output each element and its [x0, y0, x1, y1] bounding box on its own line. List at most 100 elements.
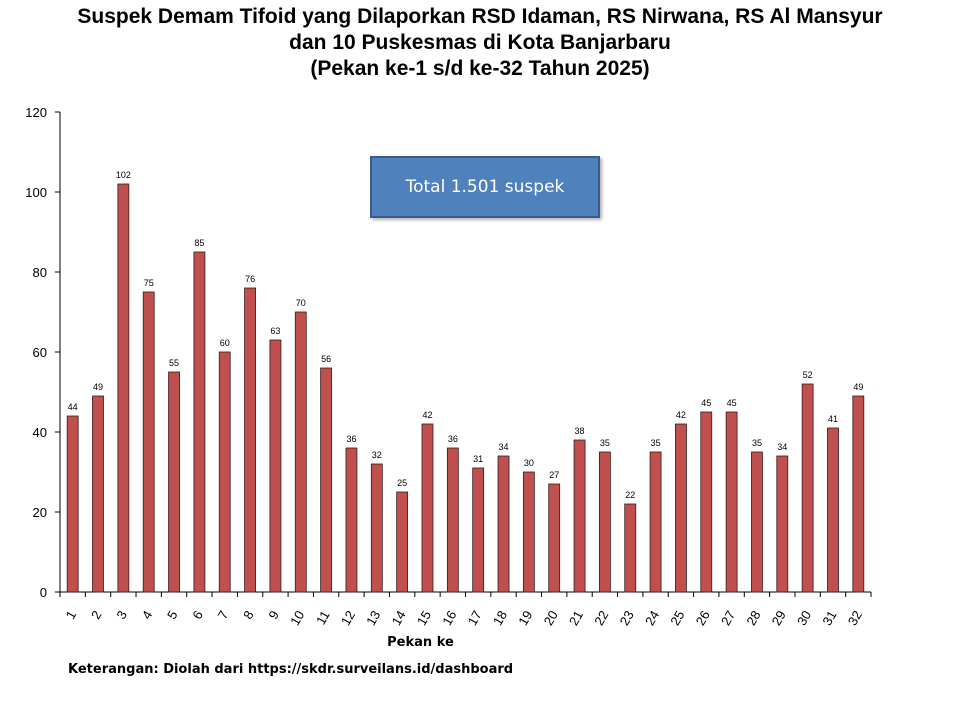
x-tick-label: 24 [642, 608, 662, 628]
x-tick-label: 11 [313, 608, 333, 627]
x-tick-label: 13 [363, 608, 383, 628]
bar [320, 367, 333, 593]
bar [700, 411, 713, 593]
data-label: 34 [777, 442, 787, 452]
y-tick-label: 40 [33, 425, 47, 440]
bar [142, 291, 155, 593]
bar [827, 427, 839, 593]
x-tick-label: 29 [769, 608, 789, 628]
data-label: 55 [169, 358, 179, 368]
x-tick-label: 5 [164, 608, 181, 622]
chart-title: Suspek Demam Tifoid yang Dilaporkan RSD … [0, 4, 960, 82]
data-label: 30 [524, 458, 534, 468]
x-tick-label: 2 [88, 608, 105, 622]
chart-title-line-2: dan 10 Puskesmas di Kota Banjarbaru [289, 31, 671, 54]
source-note: Keterangan: Diolah dari https://skdr.sur… [68, 662, 514, 677]
x-tick-label: 30 [794, 608, 814, 628]
x-tick-label: 15 [414, 608, 434, 628]
bar [117, 183, 130, 593]
data-label: 49 [93, 382, 103, 392]
y-tick-label: 60 [33, 345, 47, 360]
data-label: 31 [473, 454, 483, 464]
bar [294, 311, 307, 593]
bar [345, 447, 358, 593]
bar [548, 483, 561, 593]
data-label: 70 [296, 298, 306, 308]
bar [370, 463, 383, 593]
data-label: 56 [321, 354, 331, 364]
data-label: 42 [422, 410, 432, 420]
chart-title-line-3: (Pekan ke-1 s/d ke-32 Tahun 2025) [310, 57, 650, 80]
y-tick-label: 120 [25, 105, 47, 120]
bar [244, 287, 256, 593]
data-label: 25 [397, 478, 407, 488]
data-label: 35 [600, 438, 610, 448]
data-label: 42 [676, 410, 686, 420]
x-tick-label: 1 [63, 608, 80, 622]
bar [801, 383, 814, 593]
x-tick-label: 14 [389, 608, 409, 628]
x-tick-label: 17 [465, 608, 485, 628]
bar [269, 339, 282, 593]
x-tick-label: 10 [287, 608, 307, 628]
bar [446, 447, 459, 593]
x-tick-label: 31 [819, 608, 839, 628]
bar [66, 415, 79, 593]
bar [852, 395, 865, 593]
data-label: 75 [144, 278, 154, 288]
x-tick-label: 20 [541, 608, 561, 628]
x-tick-label: 25 [667, 608, 687, 628]
bar [751, 451, 763, 593]
data-label: 45 [727, 398, 737, 408]
data-label: 34 [499, 442, 509, 452]
data-label: 102 [116, 170, 131, 180]
x-axis-title: Pekan ke [387, 635, 454, 650]
x-tick-label: 7 [215, 608, 232, 622]
data-label: 36 [346, 434, 356, 444]
x-tick-label: 22 [591, 608, 611, 628]
x-tick-label: 27 [718, 608, 738, 628]
x-tick-label: 9 [265, 608, 282, 622]
data-label: 63 [270, 326, 280, 336]
data-label: 38 [575, 426, 585, 436]
x-tick-label: 16 [439, 608, 459, 628]
x-tick-label: 28 [743, 608, 763, 628]
x-tick-label: 21 [566, 608, 586, 628]
x-tick-label: 18 [490, 608, 510, 628]
bar [675, 423, 687, 593]
bar [598, 451, 611, 593]
data-label: 44 [68, 402, 78, 412]
data-label: 41 [828, 414, 838, 424]
x-tick-label: 6 [189, 608, 206, 622]
bar [725, 411, 738, 593]
x-tick-label: 12 [338, 608, 358, 628]
data-label: 35 [651, 438, 661, 448]
x-tick-label: 23 [617, 608, 637, 628]
y-tick-label: 100 [25, 185, 47, 200]
chart-title-line-1: Suspek Demam Tifoid yang Dilaporkan RSD … [77, 5, 883, 28]
bar [193, 251, 206, 593]
data-label: 52 [803, 370, 813, 380]
bar [776, 455, 789, 593]
data-label: 35 [752, 438, 762, 448]
bar [421, 423, 434, 593]
y-tick-label: 20 [33, 505, 47, 520]
bar [649, 451, 662, 593]
bar [92, 395, 104, 593]
bar [472, 467, 485, 593]
data-label: 49 [853, 382, 863, 392]
x-tick-label: 4 [139, 608, 156, 622]
data-label: 45 [701, 398, 711, 408]
data-label: 22 [625, 490, 635, 500]
x-tick-label: 32 [845, 608, 865, 628]
x-tick-label: 3 [113, 608, 130, 622]
bar [573, 439, 586, 593]
y-tick-label: 0 [40, 585, 47, 600]
bar [218, 351, 231, 593]
total-annotation-box: Total 1.501 suspek [370, 156, 600, 218]
x-tick-label: 8 [240, 608, 257, 622]
bar [497, 455, 510, 593]
data-label: 36 [448, 434, 458, 444]
bar [522, 471, 535, 593]
